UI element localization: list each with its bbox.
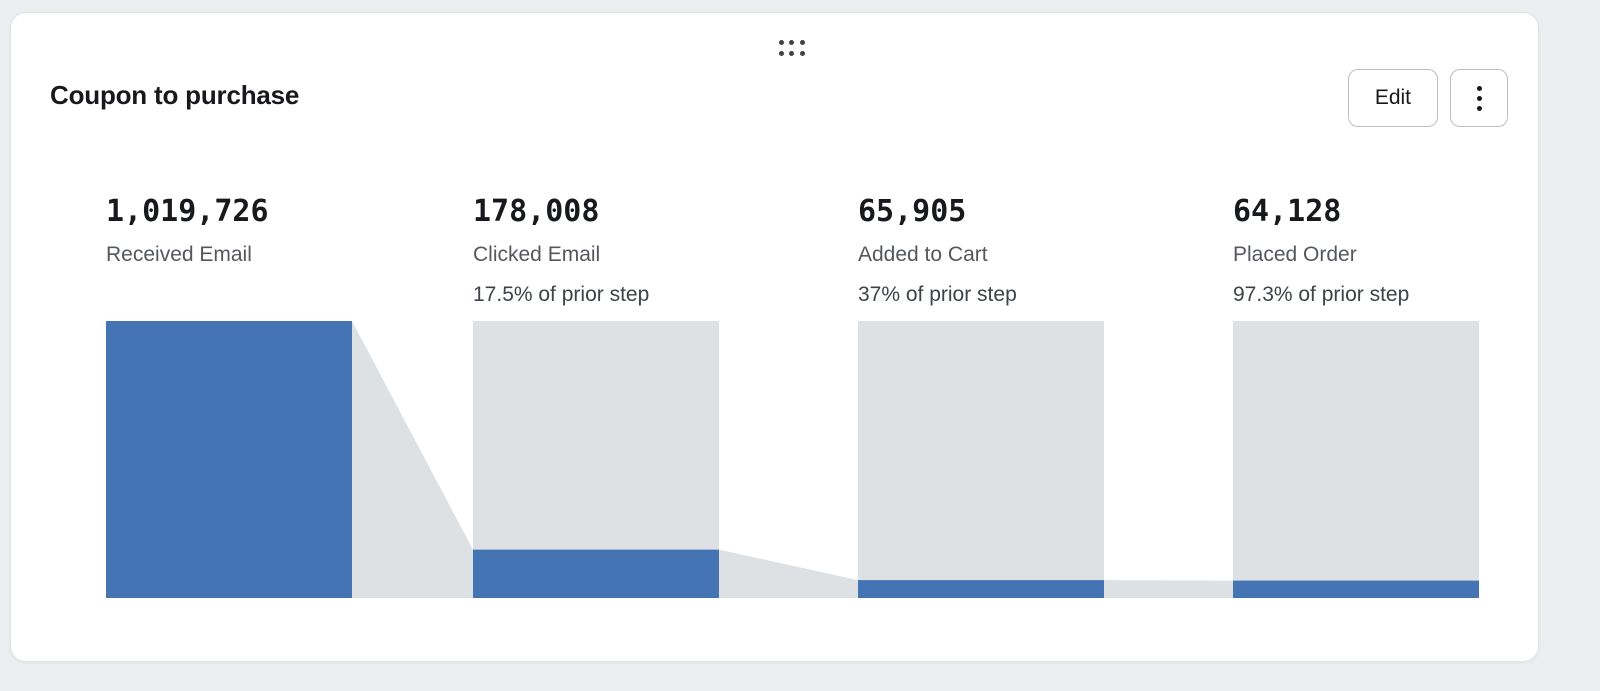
kebab-dot bbox=[1476, 105, 1482, 111]
step-value: 65,905 bbox=[858, 194, 967, 229]
page-title: Coupon to purchase bbox=[50, 80, 300, 110]
step-conversion-rate: 17.5% of prior step bbox=[473, 283, 650, 306]
drag-dot bbox=[778, 51, 784, 56]
drag-dots-icon[interactable] bbox=[776, 37, 808, 59]
step-name: Received Email bbox=[106, 243, 252, 266]
more-options-button[interactable] bbox=[1450, 69, 1508, 127]
kebab-dot bbox=[1476, 85, 1482, 91]
drag-dot bbox=[789, 40, 795, 45]
step-name: Clicked Email bbox=[473, 243, 601, 266]
step-name: Added to Cart bbox=[858, 243, 988, 266]
drag-dot bbox=[778, 40, 784, 45]
step-conversion-rate: 97.3% of prior step bbox=[1233, 283, 1410, 306]
funnel-step-labels: 1,019,726 Received Email 178,008 Clicked Em… bbox=[11, 13, 1540, 663]
drag-dot bbox=[800, 40, 806, 45]
step-conversion-rate: 37% of prior step bbox=[858, 283, 1017, 306]
edit-button[interactable]: Edit bbox=[1347, 69, 1438, 127]
step-value: 1,019,726 bbox=[106, 194, 269, 229]
step-value: 178,008 bbox=[473, 194, 600, 229]
step-value: 64,128 bbox=[1233, 194, 1342, 229]
funnel-step: 1,019,726 Received Email bbox=[106, 195, 352, 269]
drag-dot bbox=[789, 51, 795, 56]
funnel-step: 65,905 Added to Cart 37% of prior step bbox=[858, 195, 1104, 309]
step-name: Placed Order bbox=[1233, 243, 1357, 266]
funnel-card: Coupon to purchase Edit 1,019,726 Receive… bbox=[10, 12, 1539, 662]
header-actions: Edit bbox=[1347, 69, 1508, 127]
funnel-step: 64,128 Placed Order 97.3% of prior step bbox=[1233, 195, 1479, 309]
drag-dot bbox=[800, 51, 806, 56]
kebab-dot bbox=[1476, 95, 1482, 101]
funnel-step: 178,008 Clicked Email 17.5% of prior step bbox=[473, 195, 719, 309]
kebab-menu-icon bbox=[1476, 70, 1482, 126]
